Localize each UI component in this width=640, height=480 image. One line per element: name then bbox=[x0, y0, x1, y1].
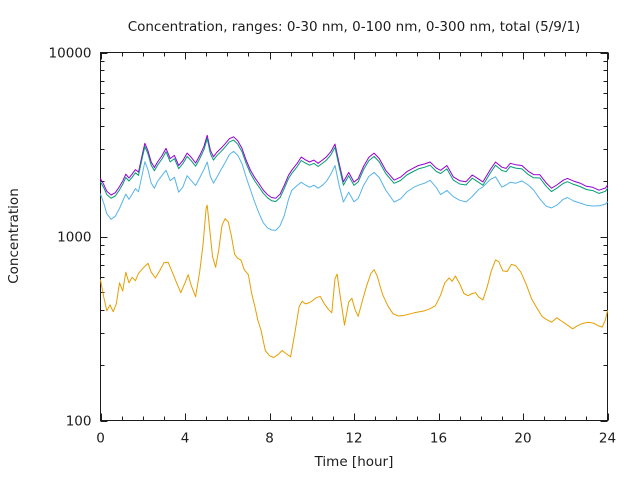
series-line-0-100-nm bbox=[100, 150, 608, 231]
y-tick-label: 1000 bbox=[57, 230, 91, 246]
x-tick-label: 0 bbox=[96, 431, 105, 447]
x-tick-label: 24 bbox=[599, 431, 616, 447]
x-tick-label: 20 bbox=[514, 431, 531, 447]
x-tick-label: 8 bbox=[265, 431, 274, 447]
x-axis-title: Time [hour] bbox=[314, 454, 394, 470]
y-tick-label: 100 bbox=[66, 414, 92, 430]
y-tick-label: 10000 bbox=[49, 46, 92, 62]
chart-title: Concentration, ranges: 0-30 nm, 0-100 nm… bbox=[128, 19, 581, 35]
x-tick-label: 12 bbox=[345, 431, 362, 447]
series-line-0-300-nm bbox=[100, 138, 608, 202]
x-tick-label: 16 bbox=[430, 431, 447, 447]
axes-frame bbox=[100, 52, 609, 422]
tick-labels: 0 4 8 12 16 20 24 100 1000 10000 bbox=[49, 46, 617, 447]
series-line-0-30-nm bbox=[100, 204, 608, 358]
x-tick-label: 4 bbox=[181, 431, 190, 447]
series-lines bbox=[100, 134, 608, 358]
series-line-total bbox=[100, 134, 608, 199]
y-axis-title: Concentration bbox=[6, 188, 22, 284]
